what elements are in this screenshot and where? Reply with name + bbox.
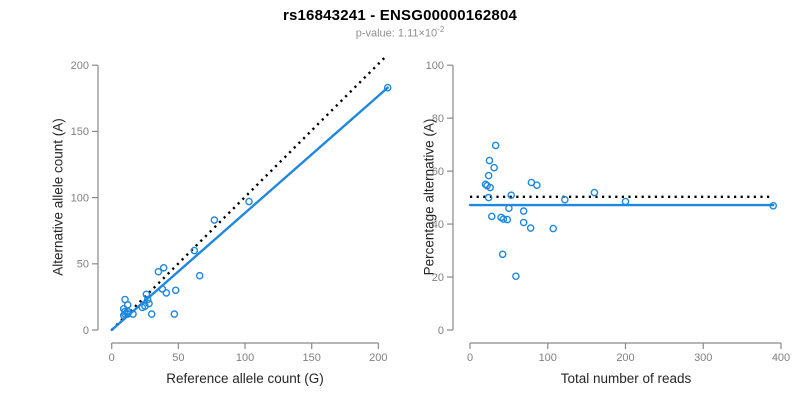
left-x-tick-label: 150: [303, 352, 321, 364]
left-data-point: [383, 83, 392, 92]
right-data-point: [590, 188, 599, 197]
right-data-point: [561, 195, 569, 204]
right-x-tick-label: 400: [772, 352, 790, 364]
left-y-tick-label: 50: [77, 259, 89, 271]
pvalue-text: p-value: 1.11×10: [355, 27, 438, 40]
left-x-axis-title: Reference allele count (G): [166, 371, 324, 386]
left-data-point: [123, 301, 132, 309]
right-data-point: [505, 204, 513, 212]
pvalue-exponent: -2: [437, 25, 445, 34]
left-data-point: [123, 307, 132, 316]
right-data-point: [487, 212, 496, 221]
right-data-point: [498, 250, 507, 259]
right-x-axis-title: Total number of reads: [560, 371, 692, 386]
left-data-point: [171, 286, 180, 295]
left-x-tick-label: 50: [172, 352, 184, 364]
right-y-tick-label: 0: [438, 325, 444, 337]
left-data-point: [162, 289, 171, 297]
left-data-point: [147, 310, 156, 318]
plot-subtitle: p-value: 1.11×10-2: [0, 25, 800, 40]
left-y-tick-label: 100: [71, 192, 89, 204]
right-data-point: [512, 272, 520, 281]
right-data-point: [507, 191, 516, 200]
right-x-tick-label: 200: [616, 352, 634, 364]
right-y-axis-title: Percentage alternative (A): [421, 118, 437, 276]
right-data-point: [769, 202, 778, 210]
right-y-tick-label: 20: [432, 272, 444, 284]
left-data-point: [195, 271, 204, 280]
left-panel: 0 50 100 150 200 0 50 100 150 200: [71, 55, 392, 364]
right-data-point: [519, 218, 528, 227]
left-data-point: [245, 197, 253, 206]
left-x-tick-label: 200: [369, 352, 387, 364]
right-x-tick-label: 300: [694, 352, 712, 364]
left-y-tick-label: 0: [83, 325, 89, 337]
left-data-point: [119, 311, 128, 320]
right-data-point: [490, 163, 498, 172]
left-fit-line: [110, 86, 389, 332]
left-identity-line: [110, 55, 388, 331]
left-data-point: [145, 299, 153, 308]
right-data-point: [497, 213, 505, 222]
left-data-point: [210, 216, 219, 224]
right-data-point: [519, 207, 528, 215]
right-data-point: [527, 178, 536, 187]
right-y-tick-label: 40: [432, 219, 444, 231]
left-y-tick-label: 200: [71, 60, 89, 72]
left-data-point: [143, 295, 152, 304]
right-data-point: [491, 141, 500, 150]
right-y-tick-label: 80: [432, 113, 444, 125]
left-x-tick-label: 100: [236, 352, 254, 364]
left-y-tick-label: 150: [71, 126, 89, 138]
right-data-point: [486, 183, 495, 192]
right-data-point: [484, 171, 493, 180]
left-x-tick-label: 0: [109, 352, 115, 364]
right-panel: 0 20 40 60 80 100 0 100 200 300 400: [426, 60, 791, 364]
left-data-point: [138, 303, 147, 312]
right-x-tick-label: 0: [467, 352, 473, 364]
right-data-point: [526, 224, 535, 232]
left-data-point: [158, 285, 167, 293]
left-data-point: [123, 310, 132, 318]
right-data-point: [549, 224, 557, 233]
right-x-tick-label: 100: [539, 352, 557, 364]
left-data-point: [159, 263, 168, 272]
right-data-point: [503, 215, 512, 224]
right-data-point: [484, 193, 493, 202]
right-y-tick-label: 60: [432, 166, 444, 178]
right-data-point: [485, 156, 494, 165]
right-data-point: [621, 197, 630, 206]
left-y-axis-title: Alternative allele count (A): [50, 118, 66, 276]
left-data-point: [170, 310, 179, 318]
plot-title: rs16843241 - ENSG00000162804: [282, 7, 518, 24]
right-y-tick-label: 100: [426, 60, 444, 72]
left-data-point: [190, 246, 199, 255]
left-data-point: [154, 267, 163, 276]
